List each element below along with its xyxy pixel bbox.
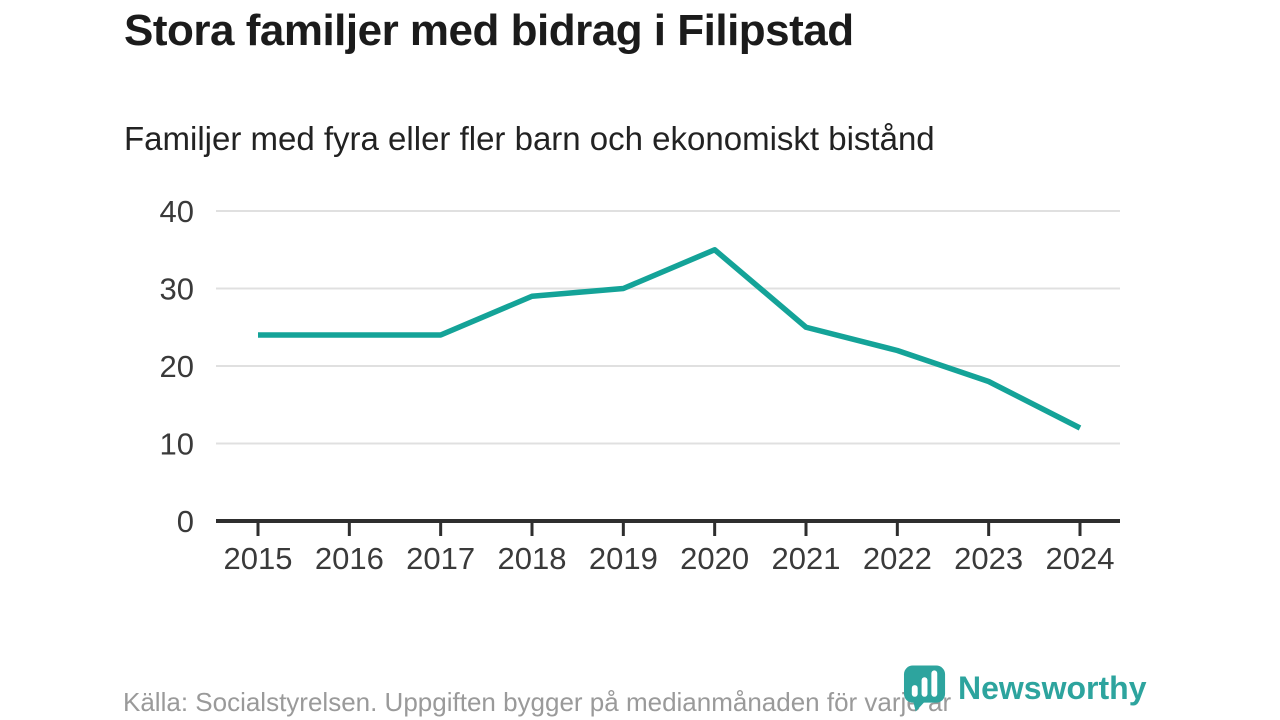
line-chart: 0 10 20 30 40 2015 2016 2017 2018 2019 2020 2021 202… bbox=[160, 194, 1120, 576]
data-line bbox=[258, 247, 1082, 431]
x-axis-label: 2020 bbox=[680, 541, 749, 576]
x-axis-label: 2017 bbox=[406, 541, 475, 576]
x-axis-label: 2019 bbox=[589, 541, 658, 576]
x-axis-label: 2015 bbox=[224, 541, 293, 576]
y-axis-label: 0 bbox=[177, 504, 194, 539]
newsworthy-logo: Newsworthy bbox=[903, 664, 1146, 712]
newsworthy-logo-text: Newsworthy bbox=[958, 669, 1147, 706]
x-axis-label: 2022 bbox=[863, 541, 932, 576]
y-axis-label: 40 bbox=[160, 194, 194, 229]
source-note: Källa: Socialstyrelsen. Uppgiften bygger… bbox=[123, 687, 952, 717]
y-axis-label: 10 bbox=[160, 427, 194, 462]
x-axis-label: 2024 bbox=[1046, 541, 1115, 576]
x-axis-label: 2016 bbox=[315, 541, 384, 576]
y-axis-label: 30 bbox=[160, 272, 194, 307]
page-title: Stora familjer med bidrag i Filipstad bbox=[124, 6, 854, 55]
x-axis-label: 2018 bbox=[498, 541, 567, 576]
chart-subtitle: Familjer med fyra eller fler barn och ek… bbox=[124, 120, 935, 157]
x-axis-label: 2023 bbox=[954, 541, 1023, 576]
y-axis-label: 20 bbox=[160, 349, 194, 384]
x-axis-label: 2021 bbox=[772, 541, 841, 576]
newsworthy-logo-icon bbox=[903, 665, 946, 712]
